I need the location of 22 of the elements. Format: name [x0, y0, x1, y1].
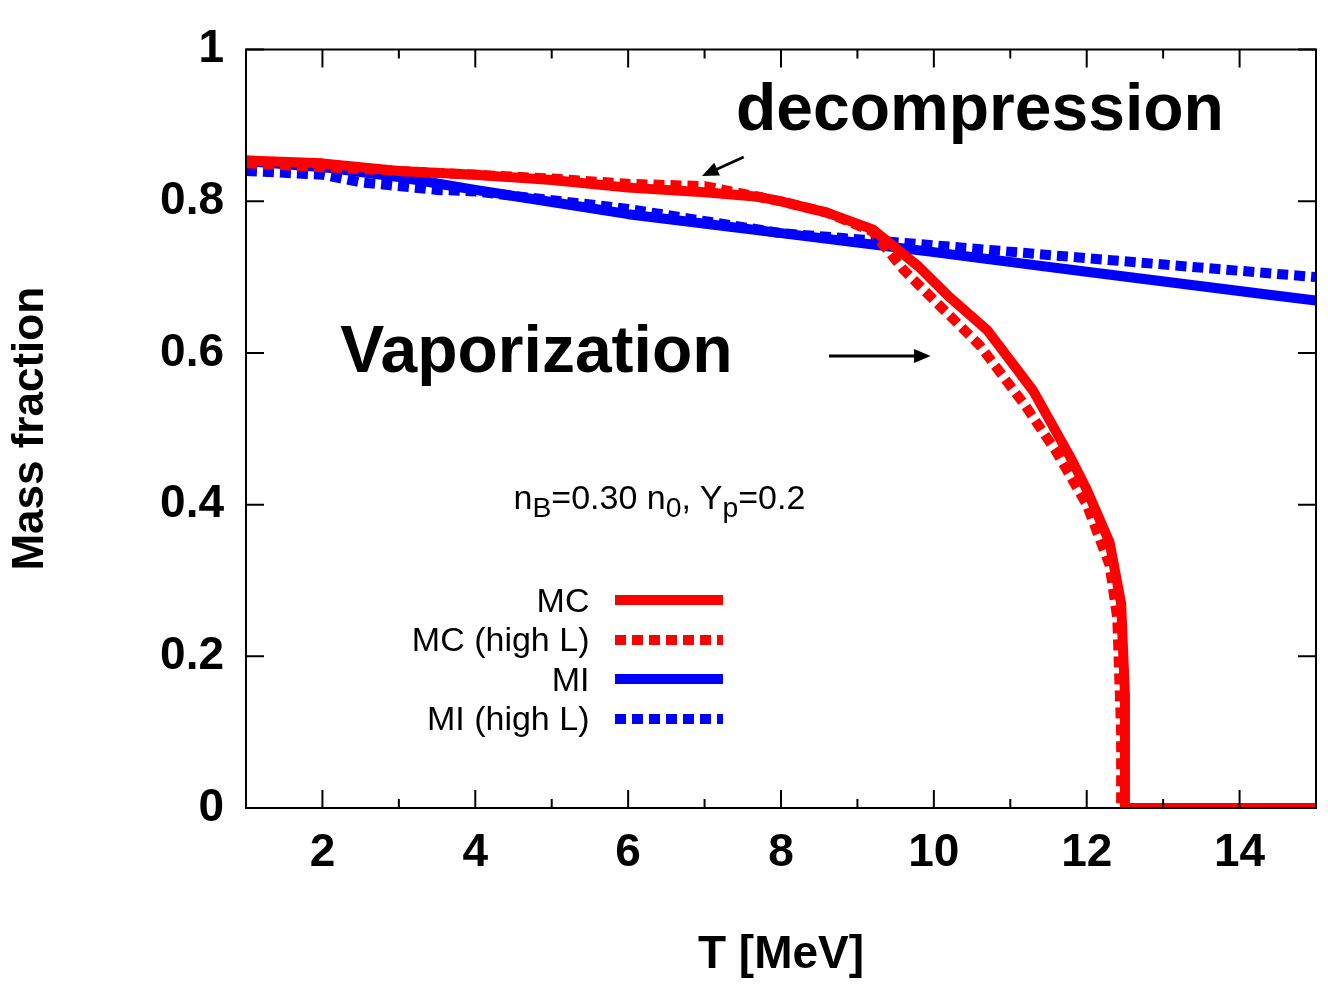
annotation: decompression: [736, 68, 1224, 145]
x-tick-label: 2: [309, 824, 336, 877]
x-tick-label: 6: [615, 824, 641, 877]
y-tick-label: 0.2: [160, 627, 224, 680]
y-tick-label: 0.6: [160, 323, 224, 376]
legend-label: MC (high L): [411, 620, 590, 660]
annotation: n$_{B}$=0.30 n$_{0}$, Y$_{p}$=0.2: [513, 478, 806, 524]
x-tick-label: 10: [908, 824, 960, 877]
legend-label: MC: [536, 580, 590, 620]
legend-label: MI (high L): [426, 699, 590, 739]
legend-label: MI: [551, 659, 590, 699]
x-tick-label: 8: [768, 824, 794, 877]
y-tick-label: 0: [198, 778, 224, 831]
x-tick-label: 14: [1213, 824, 1266, 877]
x-tick-label: 12: [1061, 824, 1113, 877]
y-tick-label: 0.8: [160, 171, 224, 224]
y-axis-title: Mass fraction: [2, 286, 52, 571]
x-axis-title: T [MeV]: [697, 926, 865, 979]
y-tick-label: 0.4: [160, 475, 225, 528]
y-tick-label: 1: [198, 20, 224, 73]
annotation: Vaporization: [340, 311, 733, 388]
x-tick-label: 4: [462, 824, 489, 877]
